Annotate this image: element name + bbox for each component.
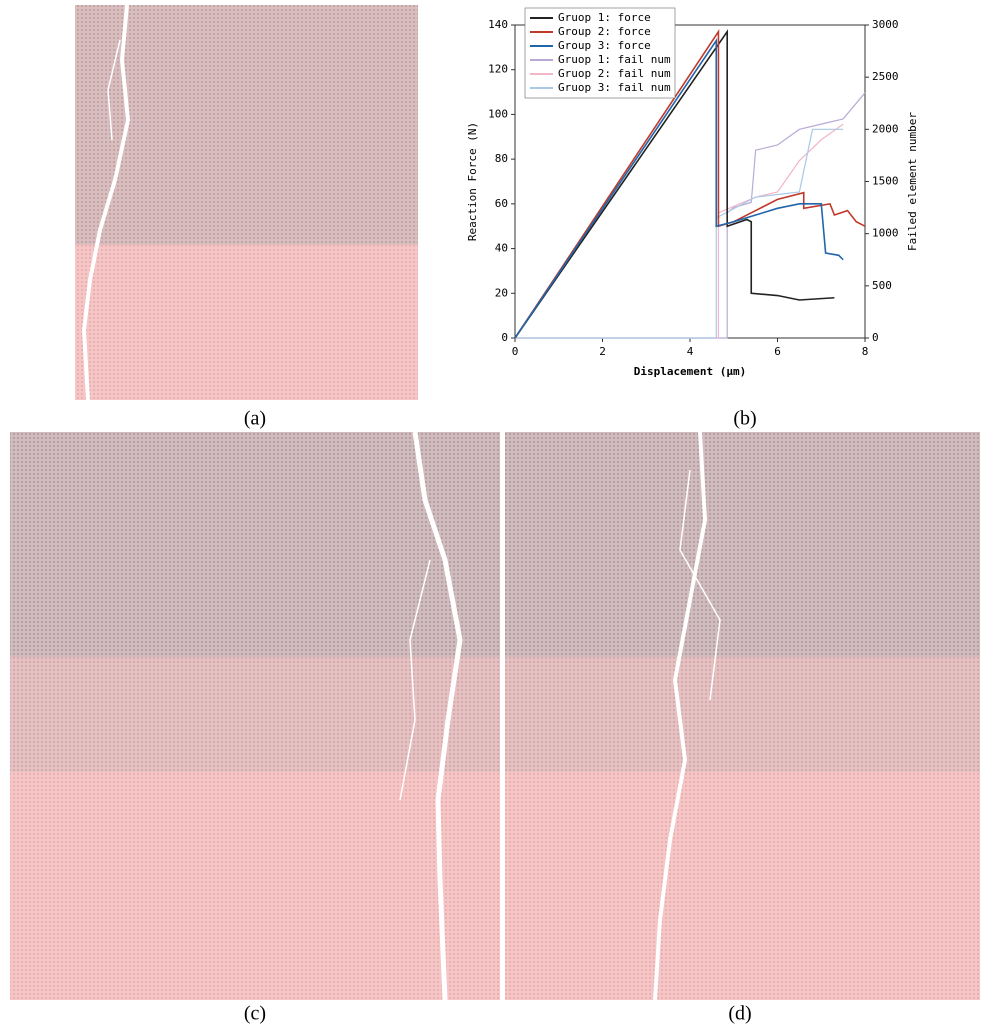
x-tick-label: 2: [599, 345, 606, 358]
y-tick-label: 60: [495, 197, 508, 210]
y2-tick-label: 2500: [872, 70, 899, 83]
x-tick-label: 6: [774, 345, 781, 358]
series-line: [514, 29, 835, 339]
x-tick-label: 8: [862, 345, 869, 358]
caption: (c): [244, 1003, 266, 1025]
legend-label: Gruop 2: fail num: [558, 67, 671, 80]
y2-tick-label: 1000: [872, 227, 899, 240]
legend-label: Group 3: force: [558, 39, 651, 52]
chart: 0 2 4 6 802040608010012014005001000150020002…: [466, 7, 919, 378]
y2-tick-label: 500: [872, 279, 892, 292]
x-tick-label: 0: [512, 345, 519, 358]
panel-d-image: [505, 431, 980, 1001]
y-tick-label: 40: [495, 242, 508, 255]
legend-label: Gruop 1: fail num: [558, 53, 671, 66]
series-line: [515, 128, 844, 339]
legend-label: Gruop 1: force: [558, 11, 651, 24]
y2-tick-label: 2000: [872, 122, 899, 135]
y-tick-label: 100: [488, 107, 508, 120]
y2-tick-label: 0: [872, 331, 879, 344]
x-axis-label: Displacement (μm): [634, 365, 747, 378]
caption: (b): [733, 408, 756, 430]
y-tick-label: 0: [501, 331, 508, 344]
y2-tick-label: 1500: [872, 175, 899, 188]
y2-axis-label: Failed element number: [906, 112, 919, 251]
x-tick-label: 4: [687, 345, 694, 358]
caption: (d): [728, 1003, 751, 1025]
series-line: [515, 92, 866, 339]
y-tick-label: 80: [495, 152, 508, 165]
legend-box: [524, 7, 676, 99]
legend-label: Group 2: force: [558, 25, 651, 38]
caption: (a): [244, 408, 266, 430]
series-line: [515, 123, 844, 339]
y-tick-label: 140: [488, 18, 508, 31]
legend-label: Gruop 3: fail num: [558, 81, 671, 94]
y-tick-label: 120: [488, 63, 508, 76]
panel-c-image: [10, 431, 505, 1001]
y-tick-label: 20: [495, 286, 508, 299]
series-line: [514, 38, 844, 339]
y2-tick-label: 3000: [872, 18, 899, 31]
panel-a-image: [75, 4, 418, 401]
y-axis-label: Reaction Force (N): [466, 122, 479, 241]
